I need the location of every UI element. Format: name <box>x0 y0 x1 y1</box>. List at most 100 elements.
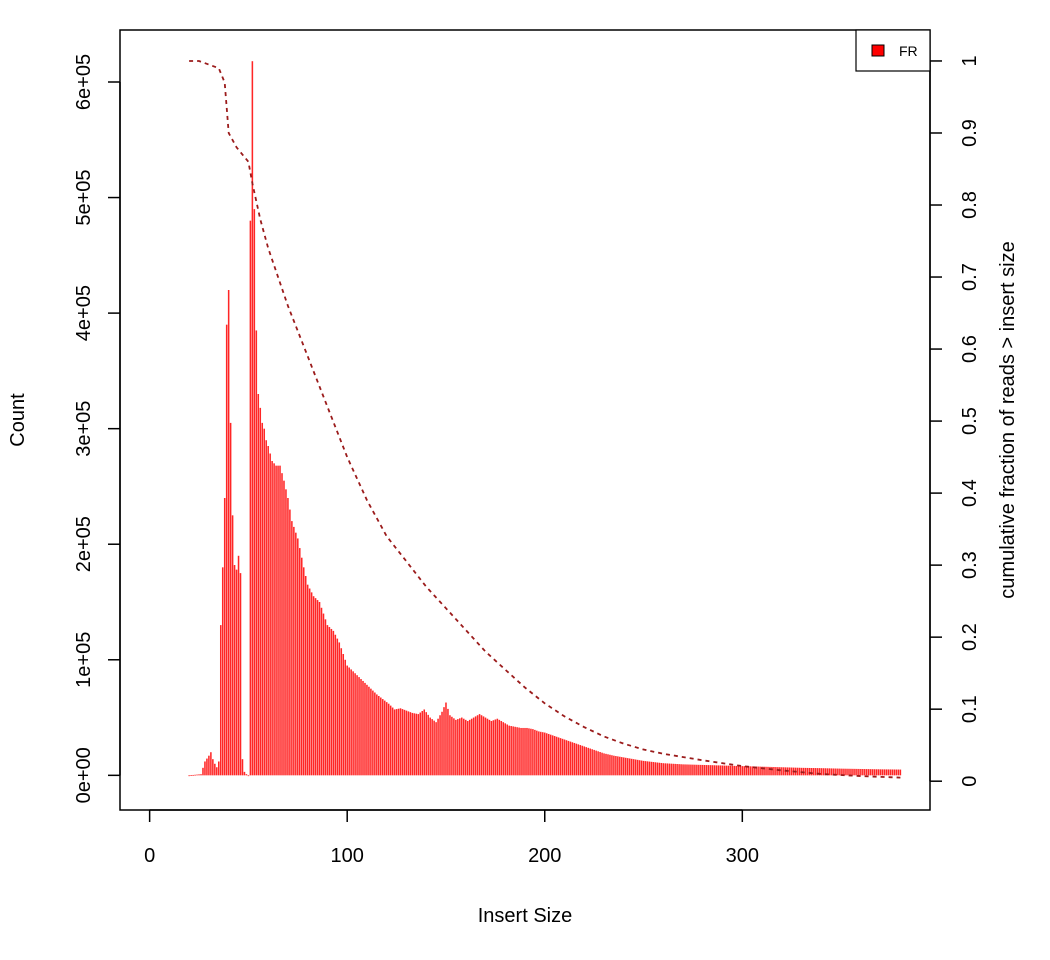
histogram-bar <box>755 766 757 776</box>
histogram-bar <box>455 719 457 776</box>
histogram-bar <box>705 765 708 776</box>
histogram-bar <box>283 480 285 776</box>
histogram-bar <box>551 735 554 776</box>
histogram-bar <box>417 714 420 776</box>
y2-tick-label: 0.4 <box>959 479 981 507</box>
histogram-bar <box>322 613 325 776</box>
histogram-bar <box>838 768 840 776</box>
histogram-bar <box>212 759 214 776</box>
histogram-bar <box>630 758 633 776</box>
histogram-bar <box>334 634 337 776</box>
histogram-bar <box>798 767 801 776</box>
x-tick-label: 100 <box>331 845 364 867</box>
histogram-bar <box>563 739 566 776</box>
histogram-bar <box>822 768 825 776</box>
histogram-bar <box>196 774 198 776</box>
histogram-bar <box>856 768 858 776</box>
histogram-bar <box>848 768 850 776</box>
histogram-bar <box>338 642 341 776</box>
histogram-bar <box>273 463 275 776</box>
histogram-bar <box>721 765 724 776</box>
histogram-bar <box>297 538 299 776</box>
histogram-bar <box>796 767 799 776</box>
histogram-bar <box>891 769 894 776</box>
histogram-bar <box>210 752 212 776</box>
histogram-bar <box>415 713 418 776</box>
histogram-bar <box>381 699 384 776</box>
y-tick-label: 1e+05 <box>73 632 95 688</box>
histogram-bar <box>312 596 315 776</box>
histogram-bar <box>293 526 295 776</box>
histogram-bar <box>579 745 582 776</box>
histogram-bar <box>686 764 688 776</box>
histogram-bar <box>320 607 323 776</box>
histogram-bar <box>547 733 550 776</box>
histogram-bar <box>310 592 313 776</box>
histogram-bar <box>761 766 763 776</box>
histogram-bar <box>844 768 846 776</box>
histogram-bar <box>812 768 815 776</box>
histogram-bar <box>281 473 283 776</box>
histogram-bar <box>676 764 678 776</box>
histogram-bar <box>775 767 777 776</box>
histogram-bar <box>494 719 497 776</box>
histogram-bar <box>441 711 443 776</box>
y2-tick-label: 0 <box>959 776 981 787</box>
histogram-bar <box>542 732 544 776</box>
cumulative-fraction-line <box>189 60 901 779</box>
histogram-bar <box>514 726 516 776</box>
histogram-bar <box>709 765 712 776</box>
histogram-bar <box>437 718 439 776</box>
histogram-bar <box>372 690 374 776</box>
histogram-bar <box>241 759 244 776</box>
histogram-bar <box>536 730 538 776</box>
histogram-bar <box>692 764 694 776</box>
histogram-bar <box>484 717 487 776</box>
histogram-bar <box>745 766 748 776</box>
histogram-bar <box>698 764 700 776</box>
histogram-bar <box>644 761 647 776</box>
histogram-bar <box>749 766 751 776</box>
histogram-bar <box>287 498 289 776</box>
y-axis-left: 0e+00 1e+05 2e+05 3e+05 4e+05 5e+05 6e+05 <box>73 54 121 803</box>
histogram-bar <box>626 758 629 776</box>
y2-tick-label: 0.3 <box>959 551 981 579</box>
histogram-bar <box>474 716 477 776</box>
histogram-bar <box>524 727 526 776</box>
histogram-bar <box>656 762 659 776</box>
histogram-bar <box>206 758 208 776</box>
histogram-bar <box>670 763 672 776</box>
x-tick-label: 300 <box>726 845 759 867</box>
y-axis-right: 0 0.1 0.2 0.3 0.4 0.5 0.6 0.7 0.8 0.9 1 <box>929 55 981 787</box>
histogram-bar <box>871 769 874 776</box>
histogram-bar <box>295 532 297 776</box>
histogram-bar <box>506 724 508 776</box>
histogram-bar <box>715 765 718 776</box>
histogram-bar <box>623 757 625 776</box>
histogram-bar <box>621 757 623 776</box>
histogram-bar <box>261 422 264 776</box>
histogram-bar <box>340 648 343 776</box>
histogram-bar <box>680 764 682 776</box>
histogram-bar <box>490 721 493 776</box>
histogram-bar <box>306 584 309 776</box>
histogram-bar <box>538 731 540 776</box>
histogram-bar <box>571 742 574 776</box>
histogram-bar <box>583 746 586 776</box>
histogram-bar <box>781 767 783 776</box>
histogram-bar <box>534 729 536 776</box>
y-tick-label: 0e+00 <box>73 747 95 803</box>
histogram-bar <box>607 754 609 776</box>
histogram-bar <box>202 767 204 776</box>
histogram-bar <box>376 694 378 776</box>
histogram-bar <box>887 769 890 776</box>
histogram-bar <box>773 767 775 776</box>
histogram-bar <box>229 422 232 776</box>
histogram-bar <box>433 720 435 776</box>
y-tick-label: 4e+05 <box>73 285 95 341</box>
histogram-bar <box>233 565 236 776</box>
histogram-bar <box>401 709 404 776</box>
histogram-bar <box>239 573 242 776</box>
histogram-bar <box>883 769 886 776</box>
